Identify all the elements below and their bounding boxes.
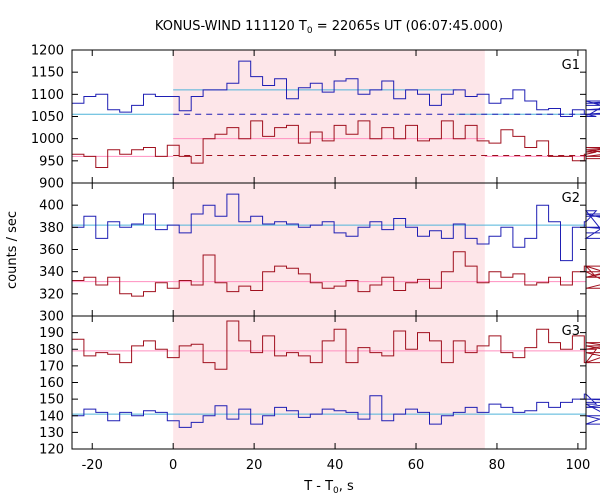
panel-g2: 300 320 340 360 380 400 G2 (39, 182, 600, 325)
chart-title-subscript: 0 (307, 26, 313, 36)
x-axis-label: T - T0, s (303, 479, 354, 496)
y-tick-label: 340 (39, 265, 64, 280)
y-tick-label: 400 (39, 199, 64, 214)
y-tick-label: 380 (39, 221, 64, 236)
chart-title: KONUS-WIND 111120 T0 = 22065s UT (06:07:… (155, 19, 503, 36)
x-tick-label: 80 (489, 458, 506, 473)
y-tick-label: 1050 (31, 110, 64, 125)
chart-title-rest: = 22065s UT (06:07:45.000) (313, 19, 503, 34)
x-tick-label: -20 (82, 458, 103, 473)
y-tick-label: 180 (39, 343, 64, 358)
y-tick-label: 190 (39, 326, 64, 341)
series-line-g1-0 (72, 60, 600, 117)
y-tick-label: 140 (39, 409, 64, 424)
series-line-g3-1 (72, 393, 600, 428)
panels-group: 90095010001050110011501200G1300320340360… (31, 44, 600, 473)
y-tick-label: 320 (39, 287, 64, 302)
x-axis-label-main: T - T (303, 479, 333, 494)
y-tick-label: 1200 (31, 44, 64, 59)
panel-label-g3: G3 (562, 324, 580, 339)
y-tick-label: 1000 (31, 132, 64, 147)
shaded-interval (173, 50, 485, 449)
y-tick-label: 150 (39, 393, 64, 408)
y-tick-label: 950 (39, 154, 64, 169)
series-line-g2-0 (72, 193, 600, 262)
y-tick-label: 1100 (31, 88, 64, 103)
panel-label-g1: G1 (562, 58, 580, 73)
y-tick-label: 1150 (31, 66, 64, 81)
y-tick-label: 300 (39, 310, 64, 325)
x-axis-label-subscript: 0 (333, 486, 339, 496)
x-tick-label: 40 (327, 458, 344, 473)
series-line-g3-0 (72, 320, 600, 370)
y-tick-label: 160 (39, 376, 64, 391)
panel-label-g2: G2 (562, 191, 580, 206)
y-tick-label: 170 (39, 359, 64, 374)
x-tick-label: 20 (246, 458, 263, 473)
y-tick-label: 130 (39, 426, 64, 441)
x-tick-label: 0 (169, 458, 177, 473)
y-tick-label: 360 (39, 243, 64, 258)
chart-title-main: KONUS-WIND 111120 T (155, 19, 307, 34)
x-axis-label-rest: , s (339, 479, 354, 494)
y-axis-label: counts / sec (5, 211, 20, 289)
y-tick-label: 900 (39, 177, 64, 192)
y-tick-label: 120 (39, 443, 64, 458)
series-line-g1-1 (72, 120, 600, 168)
x-tick-label: 60 (408, 458, 425, 473)
x-tick-label: 100 (565, 458, 590, 473)
series-line-g2-1 (72, 251, 600, 297)
